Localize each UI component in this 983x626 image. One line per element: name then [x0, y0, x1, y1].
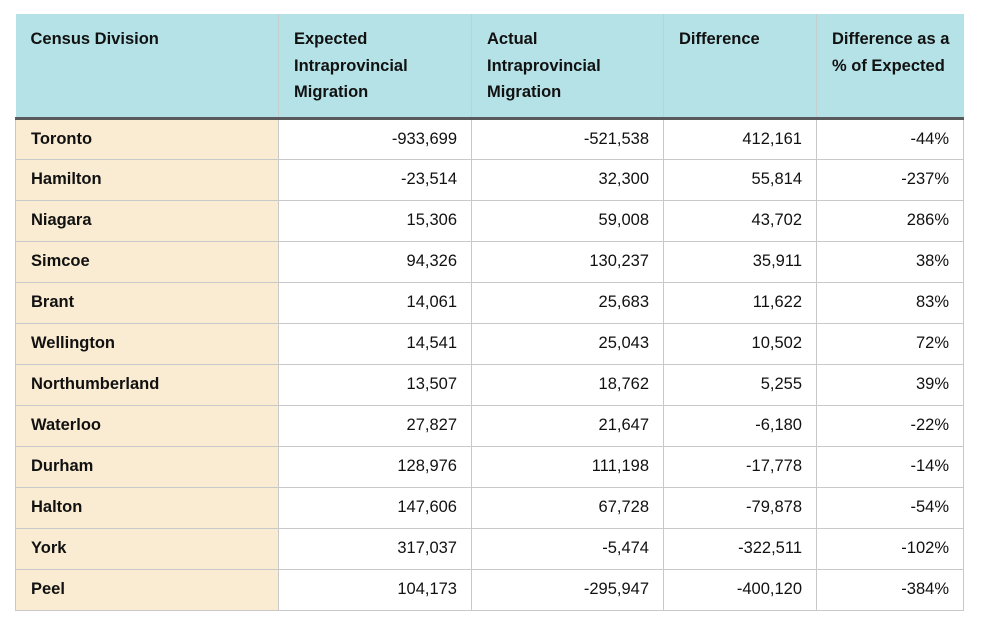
cell-expected: 27,827: [278, 404, 472, 447]
cell-pct-of-expected: -14%: [816, 445, 964, 488]
cell-expected: 94,326: [278, 240, 472, 283]
header-row: Census Division Expected Intraprovincial…: [15, 14, 964, 120]
cell-difference: 10,502: [663, 322, 817, 365]
cell-pct-of-expected: -102%: [816, 527, 964, 570]
division-name: Halton: [15, 486, 279, 529]
cell-actual: 25,683: [471, 281, 664, 324]
column-header-difference-pct: Difference as a % of Expected: [816, 14, 964, 120]
cell-expected: -933,699: [278, 117, 472, 160]
table-row-northumberland: Northumberland 13,507 18,762 5,255 39%: [15, 363, 964, 406]
column-header-expected-migration: Expected Intraprovincial Migration: [278, 14, 472, 120]
cell-actual: 25,043: [471, 322, 664, 365]
cell-pct-of-expected: 72%: [816, 322, 964, 365]
division-name: Waterloo: [15, 404, 279, 447]
cell-difference: 412,161: [663, 117, 817, 160]
division-name: Durham: [15, 445, 279, 488]
division-name: Brant: [15, 281, 279, 324]
table-row-durham: Durham 128,976 111,198 -17,778 -14%: [15, 445, 964, 488]
cell-pct-of-expected: -22%: [816, 404, 964, 447]
cell-pct-of-expected: -44%: [816, 117, 964, 160]
cell-actual: 59,008: [471, 199, 664, 242]
table-row-brant: Brant 14,061 25,683 11,622 83%: [15, 281, 964, 324]
cell-difference: 11,622: [663, 281, 817, 324]
cell-expected: 317,037: [278, 527, 472, 570]
cell-pct-of-expected: -237%: [816, 158, 964, 201]
cell-actual: -521,538: [471, 117, 664, 160]
table-row-waterloo: Waterloo 27,827 21,647 -6,180 -22%: [15, 404, 964, 447]
migration-table-container: Census Division Expected Intraprovincial…: [15, 14, 964, 611]
cell-actual: 67,728: [471, 486, 664, 529]
cell-expected: 14,061: [278, 281, 472, 324]
division-name: Niagara: [15, 199, 279, 242]
migration-table: Census Division Expected Intraprovincial…: [15, 14, 964, 611]
cell-pct-of-expected: -54%: [816, 486, 964, 529]
division-name: Hamilton: [15, 158, 279, 201]
table-row-peel: Peel 104,173 -295,947 -400,120 -384%: [15, 568, 964, 611]
cell-expected: 128,976: [278, 445, 472, 488]
cell-expected: 104,173: [278, 568, 472, 611]
cell-difference: 5,255: [663, 363, 817, 406]
division-name: Simcoe: [15, 240, 279, 283]
cell-expected: 147,606: [278, 486, 472, 529]
cell-expected: 13,507: [278, 363, 472, 406]
division-name: Toronto: [15, 117, 279, 160]
table-row-toronto: Toronto -933,699 -521,538 412,161 -44%: [15, 117, 964, 160]
cell-difference: 35,911: [663, 240, 817, 283]
cell-actual: -295,947: [471, 568, 664, 611]
cell-difference: -17,778: [663, 445, 817, 488]
division-name: York: [15, 527, 279, 570]
cell-difference: 55,814: [663, 158, 817, 201]
division-name: Peel: [15, 568, 279, 611]
cell-actual: 111,198: [471, 445, 664, 488]
column-header-actual-migration: Actual Intraprovincial Migration: [471, 14, 664, 120]
cell-expected: 14,541: [278, 322, 472, 365]
cell-pct-of-expected: 286%: [816, 199, 964, 242]
cell-difference: -79,878: [663, 486, 817, 529]
cell-actual: 130,237: [471, 240, 664, 283]
cell-expected: 15,306: [278, 199, 472, 242]
table-header: Census Division Expected Intraprovincial…: [15, 14, 964, 120]
cell-pct-of-expected: 83%: [816, 281, 964, 324]
table-row-niagara: Niagara 15,306 59,008 43,702 286%: [15, 199, 964, 242]
division-name: Wellington: [15, 322, 279, 365]
cell-difference: -6,180: [663, 404, 817, 447]
table-row-halton: Halton 147,606 67,728 -79,878 -54%: [15, 486, 964, 529]
table-row-simcoe: Simcoe 94,326 130,237 35,911 38%: [15, 240, 964, 283]
cell-difference: 43,702: [663, 199, 817, 242]
cell-actual: -5,474: [471, 527, 664, 570]
cell-pct-of-expected: -384%: [816, 568, 964, 611]
cell-actual: 18,762: [471, 363, 664, 406]
cell-pct-of-expected: 38%: [816, 240, 964, 283]
cell-actual: 21,647: [471, 404, 664, 447]
cell-pct-of-expected: 39%: [816, 363, 964, 406]
division-name: Northumberland: [15, 363, 279, 406]
cell-difference: -400,120: [663, 568, 817, 611]
table-row-hamilton: Hamilton -23,514 32,300 55,814 -237%: [15, 158, 964, 201]
table-row-york: York 317,037 -5,474 -322,511 -102%: [15, 527, 964, 570]
table-body: Toronto -933,699 -521,538 412,161 -44% H…: [15, 117, 964, 611]
cell-difference: -322,511: [663, 527, 817, 570]
cell-expected: -23,514: [278, 158, 472, 201]
table-row-wellington: Wellington 14,541 25,043 10,502 72%: [15, 322, 964, 365]
cell-actual: 32,300: [471, 158, 664, 201]
column-header-census-division: Census Division: [15, 14, 279, 120]
column-header-difference: Difference: [663, 14, 817, 120]
